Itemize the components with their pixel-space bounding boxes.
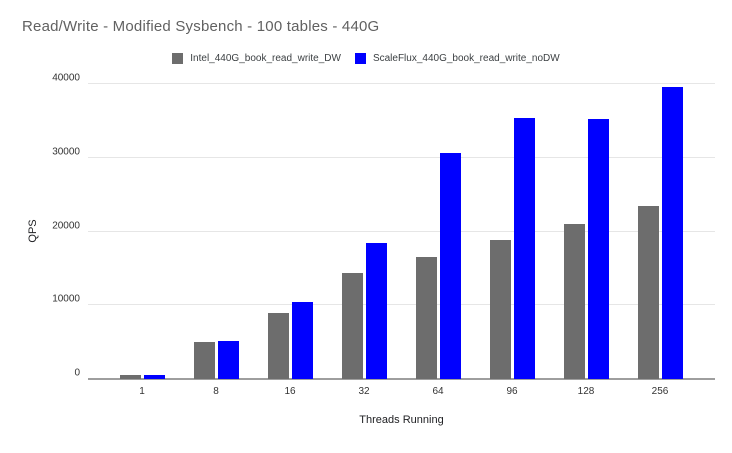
x-tick-label-128: 128 [577,386,595,397]
x-tick-label-96: 96 [506,386,518,397]
y-axis-title: QPS [27,219,39,243]
bar-intel-64 [415,257,437,379]
bar-group-1 [105,84,179,379]
y-tick-label-30000: 30000 [52,146,80,158]
bar-group-96 [475,84,549,379]
x-tick-label-32: 32 [358,386,370,397]
x-axis-title: Threads Running [359,414,444,426]
legend-item-scaleflux: ScaleFlux_440G_book_read_write_noDW [354,53,560,64]
bar-group-256 [623,84,697,379]
legend-swatch-scaleflux-icon [354,53,366,64]
plot-area: 0 10000 20000 30000 40000 1 8 16 32 64 96 128 256 [52,73,715,397]
y-tick-label-10000: 10000 [52,293,80,305]
bar-group-16 [253,84,327,379]
bar-scaleflux-1 [143,374,165,379]
bar-scaleflux-128 [587,118,609,379]
legend-label-intel: Intel_440G_book_read_write_DW [190,53,341,64]
bar-scaleflux-96 [513,117,535,379]
bar-scaleflux-256 [661,86,683,379]
bar-intel-1 [119,374,141,379]
gridline-40000 [88,83,715,84]
bar-scaleflux-32 [365,243,387,379]
bar-scaleflux-16 [291,302,313,379]
bar-intel-256 [637,205,659,379]
bar-intel-8 [193,342,215,379]
chart-title: Read/Write - Modified Sysbench - 100 tab… [22,18,380,35]
gridline-10000 [88,304,715,306]
bar-group-8 [179,84,253,379]
bar-intel-96 [489,239,511,379]
y-tick-label-20000: 20000 [52,220,80,231]
bar-intel-16 [267,312,289,379]
bar-scaleflux-8 [217,341,239,379]
bar-intel-32 [341,272,363,379]
y-tick-label-0: 0 [74,367,80,379]
bar-group-32 [327,84,401,379]
x-tick-label-64: 64 [432,386,444,397]
bar-group-64 [401,84,475,379]
legend: Intel_440G_book_read_write_DW ScaleFlux_… [0,53,732,64]
x-axis-line [88,378,715,380]
bar-intel-128 [563,224,585,379]
legend-swatch-intel-icon [172,53,184,64]
x-tick-label-256: 256 [651,386,669,397]
bar-scaleflux-64 [439,153,461,379]
x-tick-label-16: 16 [284,386,296,397]
legend-label-scaleflux: ScaleFlux_440G_book_read_write_noDW [372,53,560,64]
x-tick-label-8: 8 [213,386,219,397]
legend-item-intel: Intel_440G_book_read_write_DW [172,53,341,64]
gridline-20000 [88,230,715,232]
gridline-30000 [88,156,715,158]
x-tick-label-1: 1 [139,386,145,397]
bar-group-128 [549,84,623,379]
y-tick-label-40000: 40000 [52,72,80,84]
